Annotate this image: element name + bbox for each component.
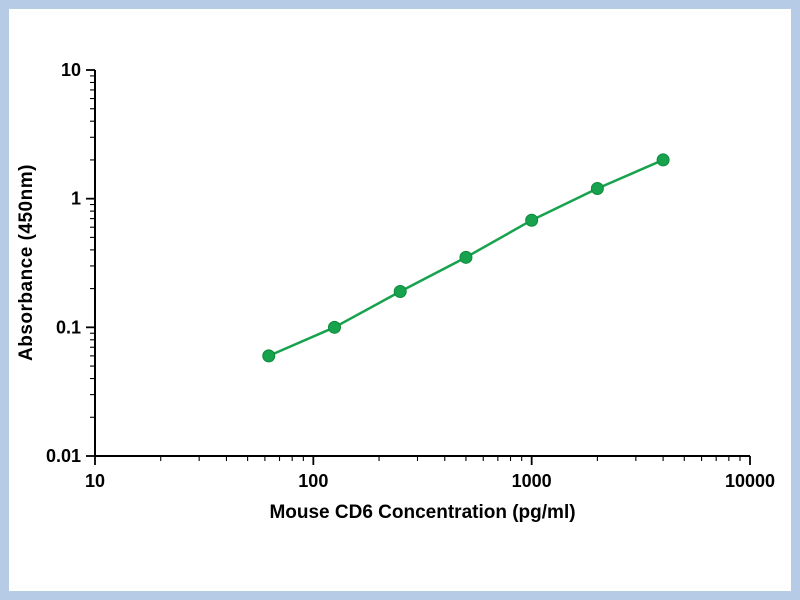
y-tick-label: 0.1 xyxy=(56,317,81,337)
x-tick-label: 1000 xyxy=(512,471,552,491)
data-point-marker xyxy=(525,213,539,227)
data-point-marker xyxy=(327,320,341,334)
x-tick-label: 10 xyxy=(85,471,105,491)
y-tick-label: 10 xyxy=(61,60,81,80)
y-tick-label: 1 xyxy=(71,189,81,209)
x-tick-label: 10000 xyxy=(725,471,775,491)
x-axis-title: Mouse CD6 Concentration (pg/ml) xyxy=(269,502,576,523)
data-point-marker xyxy=(393,284,407,298)
data-point-marker xyxy=(656,153,670,167)
data-point-marker xyxy=(262,349,276,363)
y-tick-label: 0.01 xyxy=(46,446,81,466)
x-tick-label: 100 xyxy=(298,471,328,491)
data-point-marker xyxy=(459,250,473,264)
data-point-marker xyxy=(590,181,604,195)
y-axis-title: Absorbance (450nm) xyxy=(16,164,37,362)
